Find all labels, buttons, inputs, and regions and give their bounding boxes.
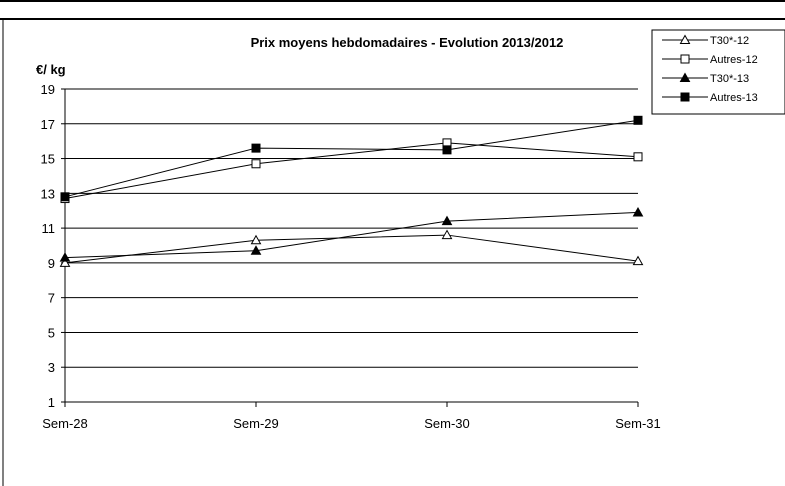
data-point: [441, 229, 453, 240]
y-tick-label: 9: [48, 256, 55, 271]
legend-label: Autres-13: [710, 92, 758, 104]
y-tick-label: 11: [42, 221, 56, 236]
data-point: [251, 159, 261, 169]
chart-title: Prix moyens hebdomadaires - Evolution 20…: [251, 35, 564, 50]
data-point: [441, 215, 453, 226]
series-line: [64, 119, 639, 198]
data-point: [632, 255, 644, 266]
data-point: [250, 234, 262, 245]
series-line: [64, 234, 639, 264]
x-tick-labels: Sem-28 Sem-29 Sem-30 Sem-31: [42, 416, 661, 431]
legend-label: T30*-13: [710, 73, 749, 85]
series-t30-12: [59, 229, 644, 267]
data-point: [251, 143, 261, 153]
y-tick-label: 19: [41, 82, 55, 97]
y-tick-label: 1: [48, 395, 55, 410]
x-tick-label: Sem-31: [615, 416, 661, 431]
series-line: [64, 211, 639, 259]
y-tick-label: 7: [48, 291, 55, 306]
legend-box: [651, 29, 785, 115]
data-point: [59, 252, 71, 262]
legend-marker: [679, 72, 691, 82]
legend: T30*-12 Autres-12 T30*-13 Autres-13: [651, 29, 785, 115]
data-point: [60, 192, 70, 202]
legend-label: Autres-12: [710, 54, 758, 66]
data-point: [633, 152, 643, 162]
y-tick-label: 15: [41, 152, 55, 167]
legend-marker: [680, 54, 690, 64]
axes: [61, 88, 639, 407]
series-t30-13: [59, 206, 644, 262]
legend-marker: [679, 34, 691, 44]
series-line: [64, 142, 639, 200]
grid: [65, 88, 638, 368]
y-tick-label: 3: [48, 360, 55, 375]
legend-marker: [680, 92, 690, 102]
x-tick-label: Sem-29: [233, 416, 279, 431]
series-layer: [59, 115, 644, 267]
data-point: [632, 206, 644, 217]
data-point: [442, 145, 452, 155]
series-autres-13: [60, 115, 643, 202]
data-point: [633, 115, 643, 125]
x-tick-label: Sem-30: [424, 416, 470, 431]
y-axis-unit: €/ kg: [36, 62, 66, 77]
legend-label: T30*-12: [710, 35, 749, 47]
x-tick-label: Sem-28: [42, 416, 88, 431]
data-point: [250, 245, 262, 255]
y-tick-label: 5: [48, 325, 55, 340]
y-tick-label: 17: [41, 117, 55, 132]
y-tick-label: 13: [41, 186, 55, 201]
data-point: [59, 257, 71, 267]
